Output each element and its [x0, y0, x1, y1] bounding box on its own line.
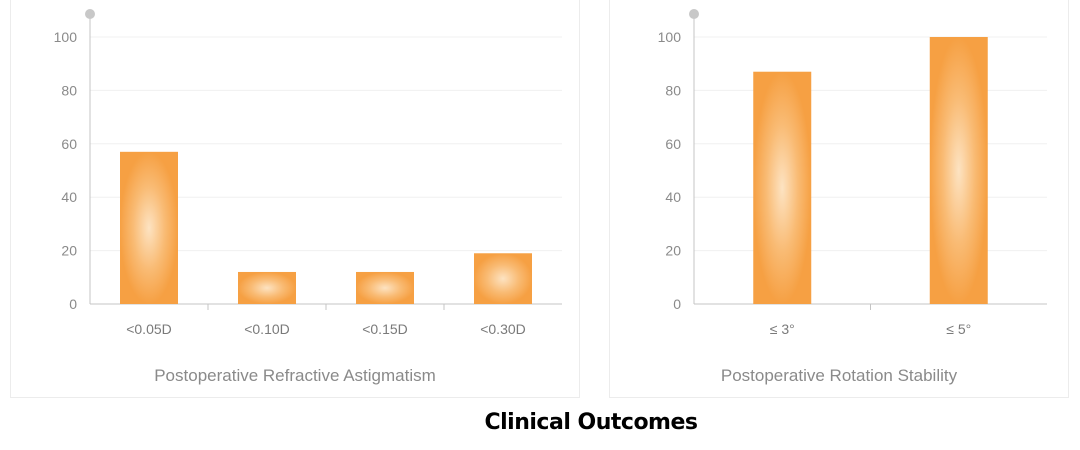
- chart-panel-astigmatism: [10, 0, 580, 398]
- x-tick-label: <0.15D: [362, 321, 408, 337]
- y-tick-label: 60: [61, 136, 77, 152]
- y-tick-label: 80: [665, 82, 681, 98]
- bar-rotation-0: [753, 71, 812, 305]
- x-tick-label: ≤ 5°: [946, 321, 971, 337]
- y-tick-label: 0: [69, 296, 77, 312]
- y-axis-cap: [689, 9, 699, 19]
- bar-astigmatism-0: [120, 151, 178, 304]
- chart-panel-rotation: [609, 0, 1069, 398]
- charts-canvas: 0 20 40 60 80 100 <0.05D <0.10D <0.15D <0.30D Post…: [54, 9, 1047, 385]
- y-axis-cap: [85, 9, 95, 19]
- x-tick-label: ≤ 3°: [770, 321, 795, 337]
- y-tick-label: 0: [673, 296, 681, 312]
- y-tick-label: 20: [665, 243, 681, 259]
- y-tick-label: 40: [665, 189, 681, 205]
- figure-title: Clinical Outcomes: [484, 410, 699, 435]
- y-tick-label: 20: [61, 243, 77, 259]
- x-tick-label: <0.30D: [480, 321, 526, 337]
- x-tick-label: <0.10D: [244, 321, 290, 337]
- y-tick-label: 40: [61, 189, 77, 205]
- y-tick-label: 100: [658, 29, 682, 45]
- x-tick-label: <0.05D: [126, 321, 172, 337]
- bar-astigmatism-3: [474, 253, 532, 304]
- y-tick-label: 100: [54, 29, 78, 45]
- bar-rotation-1: [929, 37, 988, 304]
- chart-title: Postoperative Rotation Stability: [721, 366, 958, 385]
- bar-astigmatism-2: [356, 271, 414, 304]
- bar-astigmatism-1: [238, 271, 296, 304]
- y-tick-label: 80: [61, 82, 77, 98]
- chart-title: Postoperative Refractive Astigmatism: [154, 366, 436, 385]
- y-tick-label: 60: [665, 136, 681, 152]
- rotation-chart: 0 20 40 60 80 100 ≤ 3° ≤ 5° Postoperative Rotati…: [658, 9, 1047, 385]
- astigmatism-chart: 0 20 40 60 80 100 <0.05D <0.10D <0.15D <0.30D Post…: [54, 9, 562, 385]
